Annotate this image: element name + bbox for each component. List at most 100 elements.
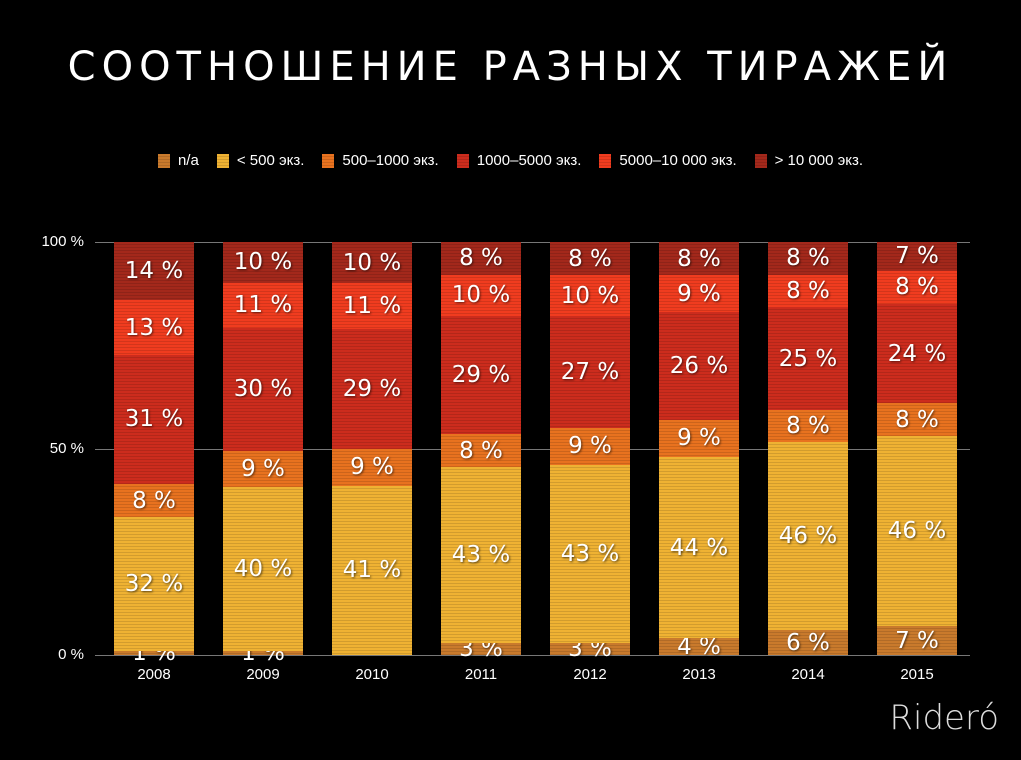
data-label: 8 % — [459, 245, 503, 272]
data-label: 26 % — [669, 352, 729, 379]
x-tick-label: 2008 — [137, 666, 171, 683]
data-label: 30 % — [233, 376, 293, 403]
legend-item: n/a — [157, 152, 199, 169]
data-label: 9 % — [677, 280, 721, 307]
legend-item: 500–1000 экз. — [322, 152, 439, 169]
legend-label: 5000–10 000 экз. — [619, 152, 737, 169]
bar-2015: 7 % 46 % 8 % 24 % 8 % 7 % — [877, 242, 957, 655]
bar-segment — [659, 638, 739, 655]
bar-segment — [223, 327, 303, 451]
bar-segment — [768, 274, 848, 308]
x-tick-label: 2015 — [900, 666, 934, 683]
data-label: 8 % — [786, 245, 830, 272]
data-label: 41 % — [342, 557, 402, 584]
bar-segment — [332, 283, 412, 329]
data-label: 11 % — [342, 293, 402, 319]
bar-2013: 4 % 44 % 9 % 26 % 9 % 8 % — [659, 242, 739, 660]
data-label: 11 % — [233, 292, 293, 319]
bar-segment — [877, 270, 957, 304]
data-label: 31 % — [124, 406, 184, 433]
legend-item: 1000–5000 экз. — [456, 152, 582, 169]
bar-segment — [223, 650, 303, 655]
data-label: 10 % — [342, 249, 402, 276]
bar-segment — [877, 242, 957, 271]
y-tick-label: 50 % — [49, 439, 84, 457]
x-tick-label: 2011 — [464, 666, 498, 683]
data-label: 7 % — [895, 627, 939, 654]
bar-2011: 3 % 43 % 8 % 29 % 10 % 8 % — [441, 242, 521, 662]
bar-segment — [877, 626, 957, 655]
bar-2010: 41 % 9 % 29 % 11 % 10 % — [332, 242, 412, 655]
data-label: 40 % — [233, 556, 293, 583]
x-tick-label: 2014 — [791, 666, 825, 683]
legend-swatch — [599, 153, 612, 168]
data-label: 8 % — [895, 274, 939, 301]
data-label: 10 % — [451, 282, 511, 309]
bar-segment — [550, 642, 630, 655]
legend-swatch — [456, 153, 469, 168]
bar-2008: 1 % 32 % 8 % 31 % 13 % 14 % — [114, 242, 194, 666]
legend: n/a < 500 экз. 500–1000 экз. 1000–5000 экз.… — [0, 152, 1021, 169]
bar-segment — [332, 485, 412, 655]
data-label: 8 % — [786, 413, 830, 439]
bar-segment — [114, 483, 194, 518]
gridline — [95, 655, 970, 656]
bar-segment — [114, 517, 194, 651]
data-label: 10 % — [233, 249, 293, 276]
bar-segment — [877, 403, 957, 437]
bar-segment — [659, 312, 739, 420]
data-label: 9 % — [677, 425, 721, 452]
bar-2012: 3 % 43 % 9 % 27 % 10 % 8 % — [550, 242, 630, 662]
gridline — [95, 448, 970, 450]
y-tick-label: 100 % — [41, 233, 84, 250]
bar-segment — [441, 642, 521, 655]
bar-segment — [332, 328, 412, 449]
bar-segment — [659, 275, 739, 313]
data-label: 7 % — [895, 243, 939, 270]
bar-segment — [114, 650, 194, 655]
data-label: 29 % — [451, 361, 511, 388]
data-label: 43 % — [560, 540, 620, 567]
bar-segment — [114, 354, 194, 484]
data-label: 9 % — [241, 455, 285, 482]
legend-swatch — [754, 153, 767, 168]
data-label: 8 % — [568, 245, 612, 272]
bar-segment — [768, 442, 848, 631]
gridline — [95, 242, 970, 243]
legend-label: n/a — [177, 152, 199, 169]
plot-area: 1 % 32 % 8 % 31 % 13 % 14 % 1 % 40 % 9 % 30 % 11 %… — [95, 242, 970, 666]
bar-segment — [223, 487, 303, 651]
bar-segment — [768, 409, 848, 443]
data-label: 10 % — [560, 282, 620, 309]
x-tick-label: 2013 — [682, 666, 716, 683]
x-tick-label: 2010 — [355, 666, 389, 683]
bar-segment — [659, 419, 739, 457]
data-label: 8 % — [786, 278, 830, 305]
bar-segment — [550, 242, 630, 276]
bar-segment — [768, 630, 848, 655]
legend-item: < 500 экз. — [216, 152, 304, 169]
bar-segment — [550, 275, 630, 317]
bar-segment — [441, 242, 521, 275]
bar-segment — [877, 436, 957, 627]
bar-segment — [768, 242, 848, 275]
ridero-logo: Rideró — [889, 698, 999, 738]
data-label: 8 % — [459, 437, 503, 464]
data-label: 43 % — [451, 541, 511, 568]
data-label: 13 % — [124, 314, 184, 341]
bar-segment — [550, 316, 630, 428]
data-label: 14 % — [124, 258, 184, 285]
bar-segment — [441, 274, 521, 316]
bar-segment — [223, 242, 303, 283]
bar-segment — [877, 303, 957, 404]
bar-segment — [223, 450, 303, 488]
bar-segment — [441, 434, 521, 467]
bar-2009: 1 % 40 % 9 % 30 % 11 % 10 % — [223, 242, 303, 666]
legend-label: 1000–5000 экз. — [476, 152, 582, 169]
legend-item: > 10 000 экз. — [754, 152, 863, 169]
data-label: 46 % — [778, 523, 838, 550]
legend-label: 500–1000 экз. — [342, 152, 439, 169]
data-label: 8 % — [132, 487, 176, 514]
y-tick-label: 0 % — [58, 646, 84, 663]
data-label: 25 % — [778, 345, 838, 372]
